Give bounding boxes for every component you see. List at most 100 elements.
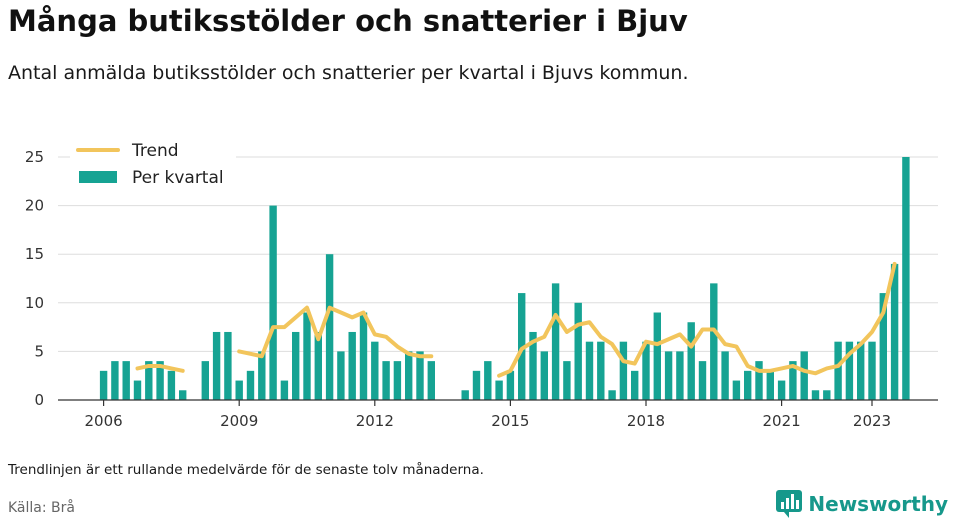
bar	[484, 361, 492, 400]
x-tick-label: 2023	[853, 412, 891, 430]
bar	[710, 283, 718, 400]
bar	[133, 380, 142, 400]
bar	[292, 331, 300, 400]
bar	[631, 370, 639, 400]
bar	[721, 351, 729, 400]
chart-subtitle: Antal anmälda butiksstölder och snatteri…	[8, 62, 689, 84]
x-tick-label: 2015	[491, 412, 529, 430]
trend-line	[135, 363, 185, 373]
bar	[868, 341, 876, 400]
footnote: Trendlinjen är ett rullande medelvärde f…	[8, 462, 484, 478]
bar	[574, 302, 582, 400]
bar	[642, 341, 650, 400]
bar	[393, 361, 402, 400]
bar	[676, 351, 684, 400]
chart-area: 0 5 10 15 20 25 2006 2009 2012 2015 2018 2021 2023 T…	[25, 139, 938, 430]
bar	[529, 331, 537, 400]
bar	[405, 351, 413, 400]
bar	[359, 312, 368, 400]
bar	[518, 293, 526, 400]
bar	[416, 351, 424, 400]
y-tick-label: 0	[34, 391, 44, 409]
bar	[890, 263, 899, 400]
bar-series	[99, 157, 910, 400]
bar	[879, 293, 887, 400]
bar	[495, 380, 503, 400]
bar	[382, 361, 390, 400]
bar	[789, 361, 797, 400]
trend-line	[497, 261, 897, 378]
bar	[506, 370, 515, 400]
bar	[845, 341, 854, 400]
axes: 0 5 10 15 20 25 2006 2009 2012 2015 2018 2021 2023	[25, 148, 938, 430]
bar	[698, 361, 707, 400]
bar	[687, 322, 695, 400]
bar	[540, 351, 548, 400]
bar	[461, 390, 469, 400]
bar	[597, 341, 605, 400]
bar	[800, 351, 808, 400]
bar	[664, 351, 673, 400]
bar	[472, 370, 481, 400]
legend-bar-label: Per kvartal	[132, 168, 224, 188]
bar	[167, 370, 176, 400]
bar	[212, 331, 221, 400]
legend: Trend Per kvartal	[70, 139, 236, 197]
x-tick-label: 2012	[356, 412, 394, 430]
bar	[179, 390, 187, 400]
chart-title: Många butiksstölder och snatterier i Bju…	[8, 4, 688, 38]
brand-logo: Newsworthy	[776, 490, 948, 518]
y-tick-label: 25	[25, 148, 44, 166]
bar	[303, 312, 311, 400]
bar	[653, 312, 661, 400]
trend-series	[135, 261, 897, 378]
bar	[224, 331, 232, 400]
x-tick-label: 2021	[763, 412, 801, 430]
legend-bar-swatch	[79, 171, 117, 183]
bar	[744, 370, 752, 400]
y-tick-label: 5	[34, 342, 44, 360]
trend-line	[237, 305, 434, 359]
bar	[246, 370, 255, 400]
bar	[585, 341, 594, 400]
bar	[337, 351, 345, 400]
bar	[902, 157, 910, 400]
bar	[280, 380, 289, 400]
bar	[269, 205, 277, 400]
bar	[811, 390, 820, 400]
bar	[834, 341, 842, 400]
x-tick-label: 2018	[627, 412, 665, 430]
bar	[145, 361, 153, 400]
bar	[235, 380, 243, 400]
bar	[156, 361, 164, 400]
bar-chart-logo-icon	[776, 490, 803, 518]
legend-trend-label: Trend	[131, 141, 179, 161]
y-tick-label: 15	[25, 245, 44, 263]
bar	[325, 254, 334, 400]
bar	[258, 351, 266, 400]
source-text: Källa: Brå	[8, 500, 75, 516]
bar	[111, 361, 119, 400]
y-tick-label: 20	[25, 197, 44, 215]
bar	[857, 341, 865, 400]
brand-name: Newsworthy	[808, 492, 948, 516]
bar	[823, 390, 831, 400]
y-tick-label: 10	[25, 294, 44, 312]
bar	[619, 341, 628, 400]
bar	[608, 390, 616, 400]
bar	[201, 361, 209, 400]
bar	[427, 361, 435, 400]
bar	[348, 331, 356, 400]
x-tick-label: 2006	[85, 412, 123, 430]
x-tick-label: 2009	[220, 412, 258, 430]
bar	[563, 361, 571, 400]
bar	[99, 370, 108, 400]
bar	[122, 361, 130, 400]
bar	[551, 283, 560, 400]
bar	[314, 331, 322, 400]
bar	[766, 370, 774, 400]
bar	[371, 341, 379, 400]
bar	[755, 361, 763, 400]
bar	[777, 380, 786, 400]
bar	[732, 380, 741, 400]
